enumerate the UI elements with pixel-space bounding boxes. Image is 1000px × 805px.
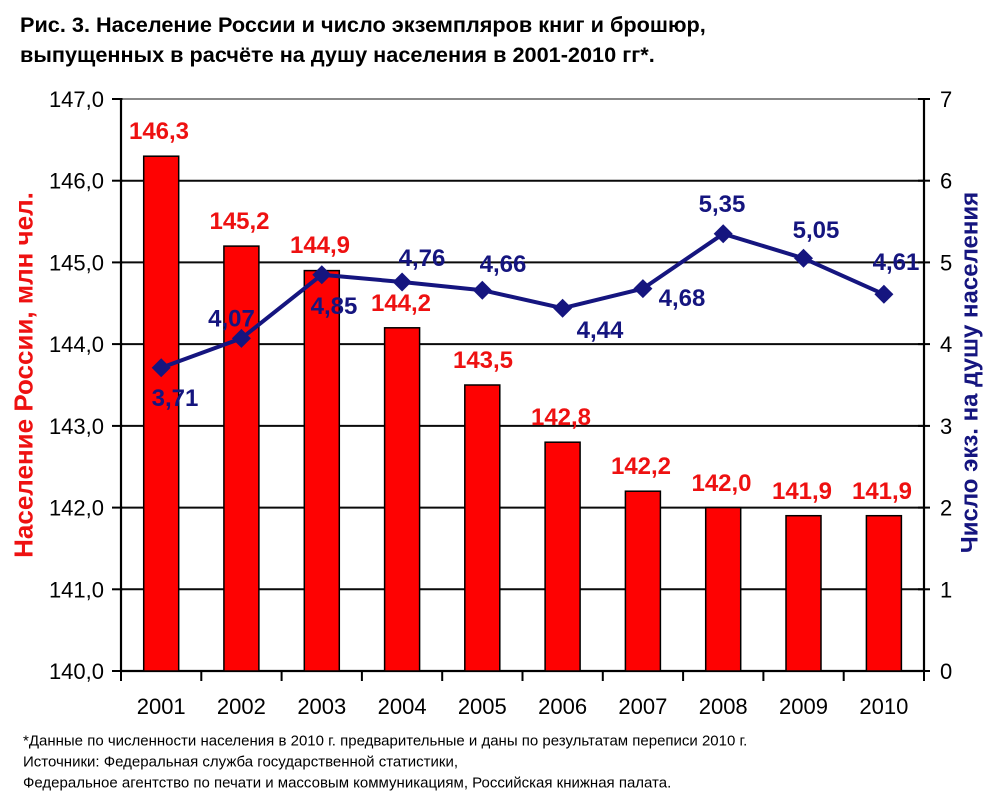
svg-text:выпущенных в расчёте на душу н: выпущенных в расчёте на душу населения в… — [20, 42, 655, 67]
svg-text:6: 6 — [940, 169, 952, 194]
svg-text:2008: 2008 — [699, 694, 748, 719]
svg-text:141,9: 141,9 — [772, 478, 832, 505]
svg-text:5,05: 5,05 — [793, 217, 840, 244]
svg-text:Число экз. на душу населения: Число экз. на душу населения — [957, 192, 984, 553]
svg-text:145,0: 145,0 — [49, 250, 104, 275]
svg-text:140,0: 140,0 — [49, 659, 104, 684]
svg-text:144,0: 144,0 — [49, 332, 104, 357]
svg-text:142,8: 142,8 — [531, 404, 591, 431]
svg-text:141,9: 141,9 — [852, 478, 912, 505]
svg-text:4,85: 4,85 — [311, 293, 358, 320]
svg-text:2007: 2007 — [618, 694, 667, 719]
svg-text:4,44: 4,44 — [577, 317, 624, 344]
svg-text:2009: 2009 — [779, 694, 828, 719]
svg-text:4,68: 4,68 — [659, 285, 706, 312]
svg-text:2006: 2006 — [538, 694, 587, 719]
svg-text:Рис. 3. Население России и чис: Рис. 3. Население России и число экземпл… — [20, 12, 706, 37]
svg-text:143,5: 143,5 — [453, 347, 513, 374]
svg-text:5,35: 5,35 — [699, 191, 746, 218]
svg-text:5: 5 — [940, 250, 952, 275]
svg-text:7: 7 — [940, 87, 952, 112]
svg-text:3,71: 3,71 — [152, 385, 199, 412]
svg-text:2003: 2003 — [297, 694, 346, 719]
svg-text:142,2: 142,2 — [611, 453, 671, 480]
svg-text:2: 2 — [940, 496, 952, 521]
svg-text:141,0: 141,0 — [49, 577, 104, 602]
svg-text:4: 4 — [940, 332, 952, 357]
svg-text:4,07: 4,07 — [208, 306, 255, 333]
svg-text:2004: 2004 — [378, 694, 427, 719]
svg-text:Население России, млн чел.: Население России, млн чел. — [9, 192, 39, 558]
svg-text:146,3: 146,3 — [129, 118, 189, 145]
svg-text:4,66: 4,66 — [480, 251, 527, 278]
svg-text:*Данные по численности населен: *Данные по численности населения в 2010 … — [23, 733, 747, 750]
svg-text:147,0: 147,0 — [49, 87, 104, 112]
svg-text:0: 0 — [940, 659, 952, 684]
svg-text:144,9: 144,9 — [290, 232, 350, 259]
svg-text:143,0: 143,0 — [49, 414, 104, 439]
svg-text:4,76: 4,76 — [399, 245, 446, 272]
svg-text:145,2: 145,2 — [209, 208, 269, 235]
svg-text:4,61: 4,61 — [873, 249, 920, 276]
svg-text:142,0: 142,0 — [49, 496, 104, 521]
svg-text:2010: 2010 — [859, 694, 908, 719]
svg-text:2002: 2002 — [217, 694, 266, 719]
svg-text:1: 1 — [940, 577, 952, 602]
svg-text:3: 3 — [940, 414, 952, 439]
svg-text:146,0: 146,0 — [49, 169, 104, 194]
svg-text:Федеральное агентство по печат: Федеральное агентство по печати и массов… — [23, 775, 671, 792]
svg-text:142,0: 142,0 — [691, 470, 751, 497]
svg-text:2005: 2005 — [458, 694, 507, 719]
svg-text:144,2: 144,2 — [371, 290, 431, 317]
svg-text:Источники: Федеральная служба: Источники: Федеральная служба государств… — [23, 754, 458, 771]
svg-text:2001: 2001 — [137, 694, 186, 719]
